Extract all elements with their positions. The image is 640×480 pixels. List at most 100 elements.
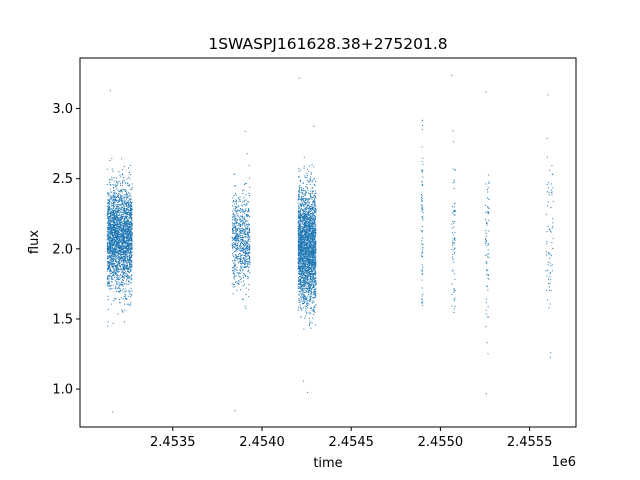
data-point	[121, 253, 123, 255]
data-point	[298, 270, 300, 272]
data-point	[232, 216, 234, 218]
data-point	[121, 216, 123, 218]
data-point	[121, 206, 123, 208]
data-point	[241, 248, 243, 250]
data-point	[239, 221, 241, 223]
data-point	[298, 276, 300, 278]
data-point	[124, 257, 126, 259]
data-point	[111, 263, 113, 265]
data-point	[313, 259, 315, 261]
data-point	[121, 214, 123, 216]
data-point	[112, 284, 114, 286]
data-point	[307, 259, 309, 261]
data-point	[313, 222, 315, 224]
data-point	[239, 196, 241, 198]
data-point	[298, 231, 300, 233]
data-point	[314, 258, 316, 260]
data-point	[114, 215, 116, 217]
data-point	[243, 258, 245, 260]
data-point	[125, 268, 127, 270]
data-point	[242, 285, 244, 287]
data-point	[301, 284, 303, 286]
data-point	[309, 317, 311, 319]
data-point	[124, 209, 126, 211]
data-point	[121, 243, 123, 245]
data-point	[302, 187, 304, 189]
data-point	[107, 325, 109, 327]
data-point	[119, 199, 121, 201]
data-point	[121, 256, 123, 258]
data-point	[310, 208, 312, 210]
data-point	[233, 214, 235, 216]
data-point	[109, 244, 111, 246]
data-point	[122, 203, 124, 205]
data-point	[311, 264, 313, 266]
data-point	[242, 242, 244, 244]
data-point	[246, 224, 248, 226]
data-point	[115, 259, 117, 261]
data-point	[111, 235, 113, 237]
data-point	[308, 252, 310, 254]
data-point	[125, 202, 127, 204]
data-point	[109, 224, 111, 226]
data-point	[234, 286, 236, 288]
data-point	[109, 251, 111, 253]
data-point	[121, 211, 123, 213]
data-point	[115, 214, 117, 216]
data-point	[126, 243, 128, 245]
data-point	[117, 263, 119, 265]
data-point	[235, 250, 237, 252]
data-point	[309, 217, 311, 218]
data-point	[110, 226, 112, 228]
data-point	[121, 185, 123, 187]
data-point	[116, 224, 117, 226]
data-point	[311, 283, 313, 285]
data-point	[114, 250, 116, 252]
data-point	[121, 173, 123, 175]
data-point	[109, 259, 111, 261]
data-point	[131, 238, 133, 240]
data-point	[125, 250, 127, 252]
data-point	[243, 231, 245, 233]
data-point	[313, 289, 315, 291]
data-point	[130, 252, 132, 254]
data-point	[303, 167, 305, 169]
data-point	[231, 242, 233, 244]
data-point	[114, 220, 116, 222]
data-point	[120, 226, 122, 228]
data-point	[109, 221, 111, 223]
data-point	[119, 204, 121, 206]
data-point	[247, 270, 249, 272]
data-point	[127, 233, 129, 235]
data-point	[106, 248, 108, 250]
data-point	[235, 241, 237, 243]
data-point	[113, 263, 115, 265]
data-point	[113, 247, 115, 249]
data-point	[129, 173, 131, 175]
data-point	[313, 285, 315, 287]
data-point	[304, 272, 306, 274]
data-point	[126, 193, 128, 195]
data-point	[233, 284, 235, 286]
data-point	[119, 174, 121, 176]
data-point	[232, 205, 234, 207]
data-point	[298, 212, 300, 214]
data-point	[118, 260, 120, 262]
data-point	[122, 191, 124, 193]
data-point	[245, 244, 247, 246]
data-point	[247, 234, 249, 236]
data-point	[114, 288, 116, 290]
data-point	[126, 303, 128, 305]
data-point	[313, 282, 315, 284]
data-point	[307, 243, 309, 245]
data-point	[116, 282, 118, 284]
data-point	[122, 225, 124, 227]
data-point	[129, 164, 131, 166]
data-point	[302, 293, 303, 295]
data-point	[125, 260, 127, 262]
data-point	[314, 280, 316, 282]
data-point	[235, 257, 237, 259]
data-point	[109, 239, 111, 241]
data-point	[120, 213, 122, 215]
data-point	[125, 275, 127, 277]
